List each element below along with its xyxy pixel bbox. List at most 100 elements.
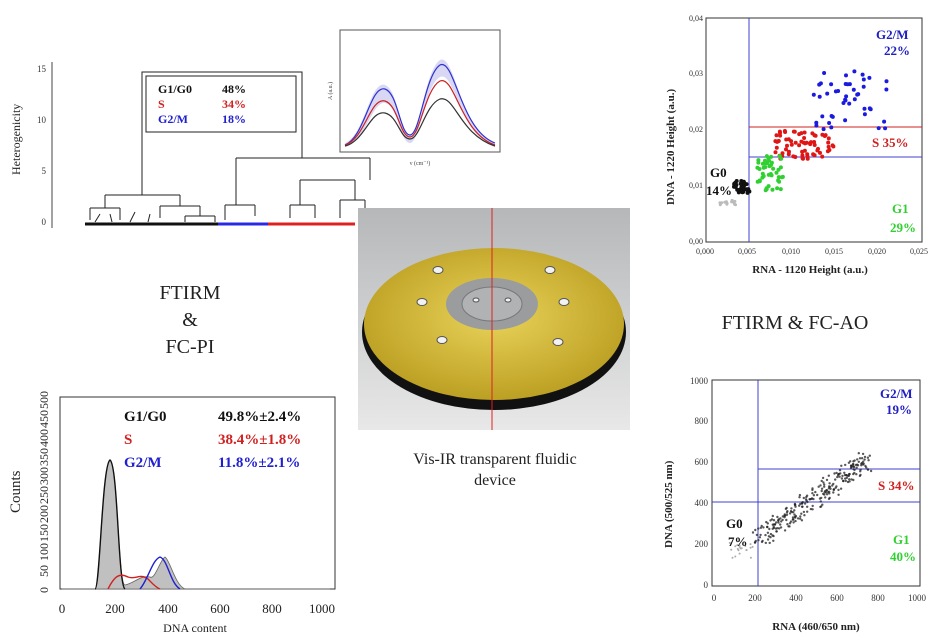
scatter-point-debris	[731, 556, 734, 559]
scatter-point-debris	[745, 549, 748, 551]
scatter-point	[769, 532, 773, 536]
scatter-point	[779, 526, 783, 529]
scatter-point	[853, 459, 856, 462]
scatter-point-g2m	[829, 125, 834, 130]
scatter-point	[856, 463, 859, 466]
scatter-point	[762, 526, 765, 529]
sb-ytick: 600	[695, 457, 709, 467]
sb-xtick: 1000	[908, 593, 927, 603]
histogram-panel: Counts DNA content 0 200 400 600 800 100…	[0, 385, 345, 635]
scatter-point-g1	[777, 154, 782, 158]
scatter-point	[792, 521, 795, 524]
scatter-point-g1	[769, 160, 774, 165]
scatter-point	[759, 526, 763, 529]
scatter-point-debris	[728, 541, 731, 544]
scatter-point	[767, 535, 771, 538]
scatter-point	[823, 485, 826, 488]
hist-xtick: 200	[105, 601, 125, 616]
scatter-point-g2m	[867, 106, 872, 111]
sb-gate-g2m: G2/M	[880, 386, 913, 401]
hist-xtick: 600	[210, 601, 230, 616]
scatter-point	[840, 477, 844, 480]
device-label-line1: Vis-IR transparent fluidic	[413, 451, 577, 468]
scatter-point	[818, 497, 822, 500]
scatter-point	[775, 521, 778, 524]
scatter-point	[846, 474, 850, 477]
scatter-point	[838, 469, 842, 472]
scatter-point	[821, 476, 825, 480]
scatter-point	[765, 520, 768, 524]
scatter-point-g2m	[844, 73, 848, 78]
scatter-point	[811, 492, 814, 495]
scatter-point-g2m	[867, 75, 872, 80]
scatter-point-g2m	[851, 87, 856, 92]
scatter-point	[864, 464, 867, 468]
scatter-point	[802, 510, 806, 514]
scatter-point-g2m	[817, 94, 822, 99]
scatter-point	[836, 475, 839, 479]
scatter-point	[835, 471, 838, 475]
st-xtick: 0,015	[825, 247, 843, 256]
scatter-point	[783, 516, 786, 519]
scatter-point	[843, 471, 846, 474]
scatter-point-g1	[768, 172, 773, 176]
scatter-point	[844, 479, 847, 483]
hist-legend-g2: G2/M	[124, 455, 162, 471]
scatter-point-g1	[778, 165, 783, 170]
scatter-point	[852, 468, 855, 471]
scatter-point	[792, 518, 795, 521]
scatter-point	[816, 493, 819, 497]
scatter-point-g2m	[841, 101, 846, 105]
st-xtick: 0,010	[782, 247, 800, 256]
scatter-point-s	[811, 152, 816, 157]
hist-ytick: 200	[37, 505, 51, 523]
sb-ytick: 1000	[690, 376, 709, 386]
scatter-point-g2m	[847, 101, 852, 106]
ftirm-ao-label: FTIRM & FC-AO	[721, 312, 869, 334]
scatter-point	[802, 496, 805, 500]
hist-xtick: 800	[262, 601, 282, 616]
scatter-point-g2m	[883, 126, 888, 131]
scatter-point-g2m	[843, 118, 848, 123]
scatter-point	[852, 465, 856, 469]
scatter-point-s	[799, 131, 804, 136]
hist-legend-g1-val: 49.8%±2.4%	[218, 409, 301, 425]
dendro-legend-s: S	[158, 97, 165, 111]
scatter-point-s	[825, 149, 830, 154]
scatter-point	[768, 527, 771, 531]
scatter-point	[793, 509, 796, 512]
scatter-point-g2m	[845, 82, 850, 87]
dendro-legend-g1-val: 48%	[222, 82, 246, 96]
scatter-point-s	[797, 143, 802, 148]
scatter-point-g2m	[821, 127, 826, 132]
st-ytick: 0,01	[689, 181, 703, 190]
scatter-point-s	[792, 129, 797, 134]
scatter-point	[866, 456, 870, 459]
scatter-point	[860, 457, 864, 460]
scatter-point	[861, 463, 865, 466]
scatter-point	[766, 538, 770, 541]
scatter-point-s	[818, 150, 822, 155]
scatter-point-debris	[732, 201, 736, 204]
device-illustration	[358, 208, 630, 430]
scatter-point-g2m	[827, 121, 832, 125]
scatter-point	[775, 530, 778, 533]
scatter-point	[824, 496, 827, 499]
scatter-point-debris	[749, 556, 752, 559]
scatter-point	[867, 459, 870, 462]
dendro-ytick: 15	[37, 64, 47, 74]
scatter-point	[858, 457, 862, 460]
scatter-point-debris	[718, 203, 722, 207]
scatter-point	[805, 495, 808, 499]
scatter-point-g0	[739, 189, 744, 194]
dendrogram-chart: Heterogenicity 0 5 10 15 G1/G0	[0, 0, 380, 240]
scatter-point	[817, 485, 820, 488]
scatter-point	[863, 455, 867, 459]
scatter-point-s	[791, 154, 796, 159]
scatter-point	[783, 529, 787, 532]
scatter-point	[791, 516, 795, 519]
scatter-point-g2m	[876, 126, 881, 131]
scatter-point	[859, 468, 862, 471]
scatter-point-s	[782, 129, 787, 133]
scatter-top-chart: DNA - 1220 Height (a.u.) RNA - 1120 Heig…	[665, 14, 928, 276]
